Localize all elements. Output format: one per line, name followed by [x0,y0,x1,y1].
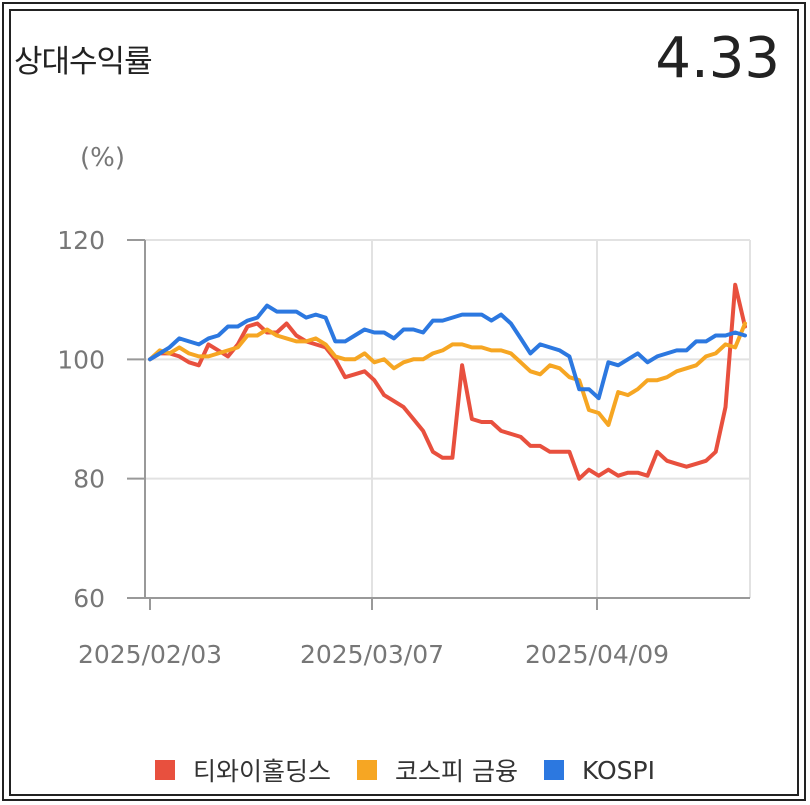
y-tick-label: 120 [57,226,105,255]
legend-label: 코스피 금융 [395,757,518,786]
y-axis-label: (%) [80,143,125,173]
legend-item: 티와이홀딩스 [155,752,331,788]
legend-swatch [155,760,175,780]
y-tick-label: 80 [73,465,105,494]
legend-swatch [357,760,378,780]
legend: 티와이홀딩스 코스피 금융 KOSPI [0,752,810,788]
legend-item: KOSPI [543,755,655,785]
chart-title: 상대수익률 [14,44,153,80]
grid [145,239,751,598]
relative-return-value: 4.33 [655,26,780,91]
legend-label: KOSPI [581,755,655,785]
x-tick-label: 2025/04/09 [525,640,669,669]
legend-swatch [543,760,564,780]
y-tick-label: 100 [57,345,105,374]
axes: 120 100 80 60 2025/02/03 2025/03/07 2025/04/09 [57,226,750,669]
x-tick-label: 2025/02/03 [78,640,222,669]
legend-item: 코스피 금융 [357,752,518,788]
series-line-코스피 금융 [148,321,747,427]
y-tick-label: 60 [73,584,105,613]
legend-label: 티와이홀딩스 [193,757,332,786]
series-line-티와이홀딩스 [148,282,747,481]
series-lines [148,282,747,481]
x-tick-label: 2025/03/07 [300,640,444,669]
series-line-KOSPI [148,303,747,401]
chart-card [9,9,799,796]
